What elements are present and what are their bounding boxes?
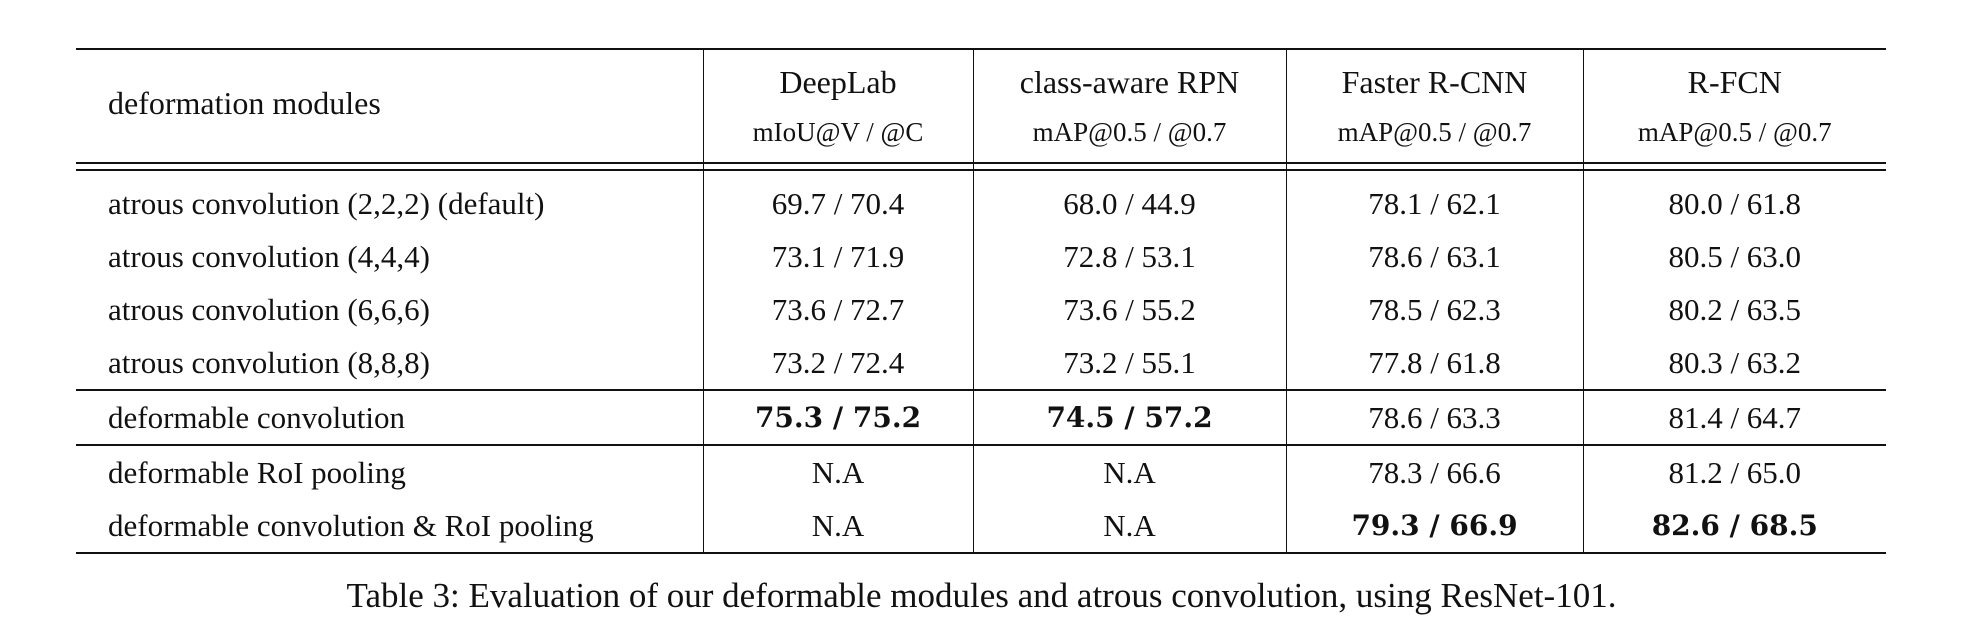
table-cell: 78.6 / 63.3	[1285, 389, 1583, 445]
header-name: R-FCN	[1687, 64, 1782, 100]
table-cell: 80.0 / 61.8	[1582, 170, 1886, 230]
table-row: atrous convolution (8,8,8) 73.2 / 72.4 7…	[76, 336, 1886, 390]
table-row: atrous convolution (4,4,4) 73.1 / 71.9 7…	[76, 230, 1886, 283]
header-metric: mAP@0.5 / @0.7	[1337, 117, 1532, 147]
table-cell: N.A	[972, 444, 1286, 499]
table-cell: 81.2 / 65.0	[1582, 444, 1886, 499]
header-name: class-aware RPN	[1019, 64, 1240, 100]
results-table-container: deformation modules DeepLab mIoU@V / @C …	[76, 48, 1886, 554]
table-cell: N.A	[702, 499, 973, 554]
table-cell: 80.3 / 63.2	[1582, 336, 1886, 390]
table-cell: 77.8 / 61.8	[1285, 336, 1583, 390]
table-header-row: deformation modules DeepLab mIoU@V / @C …	[76, 50, 1886, 163]
header-metric: mIoU@V / @C	[752, 117, 924, 147]
row-label: atrous convolution (8,8,8)	[108, 345, 431, 380]
row-label: deformable RoI pooling	[76, 444, 703, 499]
table-row: atrous convolution (2,2,2) (default) 69.…	[76, 170, 1886, 230]
table-cell: 78.3 / 66.6	[1285, 444, 1583, 499]
table-cell: 72.8 / 53.1	[972, 230, 1286, 283]
table-cell: 73.6 / 72.7	[702, 283, 973, 336]
table-cell: 81.4 / 64.7	[1582, 389, 1886, 445]
header-class-aware-rpn: class-aware RPN mAP@0.5 / @0.7	[972, 50, 1286, 163]
table-row: deformable RoI pooling N.A N.A 78.3 / 66…	[76, 444, 1886, 499]
table-cell: 80.5 / 63.0	[1582, 230, 1886, 283]
table-row: deformable convolution 75.3 / 75.2 74.5 …	[76, 389, 1886, 445]
row-label: deformable convolution & RoI pooling	[76, 499, 703, 554]
header-metric: mAP@0.5 / @0.7	[1637, 117, 1832, 147]
table-row: atrous convolution (6,6,6) 73.6 / 72.7 7…	[76, 283, 1886, 336]
table-cell: 82.6 / 68.5	[1582, 499, 1886, 554]
row-label: deformable convolution	[76, 389, 703, 445]
header-name: Faster R-CNN	[1341, 64, 1528, 100]
table-cell: 69.7 / 70.4	[702, 170, 973, 230]
header-rfcn: R-FCN mAP@0.5 / @0.7	[1582, 50, 1886, 163]
table-cell: 74.5 / 57.2	[972, 389, 1286, 445]
table-cell: 80.2 / 63.5	[1582, 283, 1886, 336]
header-double-rule	[76, 162, 1886, 171]
header-deformation-modules: deformation modules	[108, 84, 381, 121]
table-cell: 75.3 / 75.2	[702, 389, 973, 445]
table-caption: Table 3: Evaluation of our deformable mo…	[346, 576, 1617, 615]
header-deeplab: DeepLab mIoU@V / @C	[702, 50, 973, 163]
row-label: atrous convolution (4,4,4)	[108, 239, 431, 274]
row-label: atrous convolution (2,2,2) (default)	[108, 186, 545, 221]
table-cell: 73.2 / 72.4	[702, 336, 973, 390]
table-cell: 79.3 / 66.9	[1285, 499, 1583, 554]
header-metric: mAP@0.5 / @0.7	[1032, 117, 1227, 147]
table-row: deformable convolution & RoI pooling N.A…	[76, 499, 1886, 554]
table-cell: 73.1 / 71.9	[702, 230, 973, 283]
results-table: deformation modules DeepLab mIoU@V / @C …	[76, 48, 1886, 554]
table-cell: 73.2 / 55.1	[972, 336, 1286, 390]
header-faster-rcnn: Faster R-CNN mAP@0.5 / @0.7	[1285, 50, 1583, 163]
table-cell: N.A	[702, 444, 973, 499]
table-cell: 78.5 / 62.3	[1285, 283, 1583, 336]
table-cell: 78.6 / 63.1	[1285, 230, 1583, 283]
table-cell: 68.0 / 44.9	[972, 170, 1286, 230]
table-cell: 73.6 / 55.2	[972, 283, 1286, 336]
table-cell: 78.1 / 62.1	[1285, 170, 1583, 230]
header-name: DeepLab	[779, 64, 897, 100]
row-label: atrous convolution (6,6,6)	[108, 292, 431, 327]
table-cell: N.A	[972, 499, 1286, 554]
